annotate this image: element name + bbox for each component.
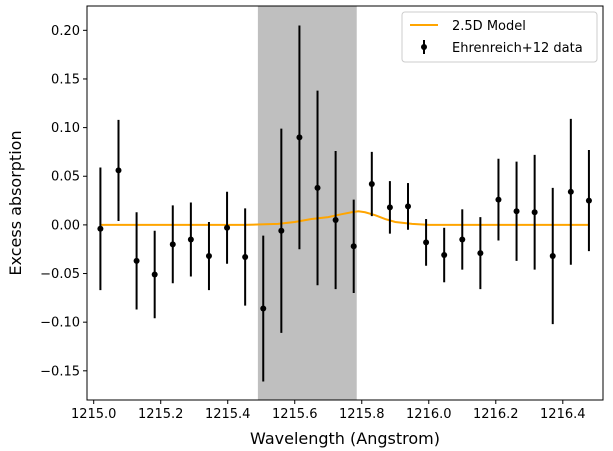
y-tick-label: 0.00 xyxy=(51,218,80,233)
data-point xyxy=(187,236,194,243)
data-point xyxy=(260,305,267,312)
data-point xyxy=(133,257,140,264)
plot-area-frame xyxy=(86,5,604,401)
x-tick-label: 1216.4 xyxy=(540,407,586,422)
data-point xyxy=(368,181,375,188)
data-point xyxy=(585,197,592,204)
data-series-layer xyxy=(97,25,592,382)
x-tick-label: 1216.2 xyxy=(473,407,519,422)
data-point xyxy=(205,253,212,260)
y-tick-label: 0.05 xyxy=(51,170,80,185)
data-point xyxy=(441,252,448,259)
shaded-region-layer xyxy=(257,6,357,400)
data-point xyxy=(224,224,231,231)
y-tick-label: 0.15 xyxy=(51,72,80,87)
model-line xyxy=(100,210,590,226)
x-tick-label: 1215.8 xyxy=(339,407,385,422)
data-point xyxy=(404,203,411,210)
legend-entry-model: 2.5D Model xyxy=(452,19,526,34)
x-tick-label: 1215.4 xyxy=(205,407,251,422)
data-point xyxy=(495,196,502,203)
data-point xyxy=(242,253,249,260)
x-tick-label: 1215.6 xyxy=(272,407,318,422)
y-tick-label: 0.10 xyxy=(51,121,80,136)
data-point xyxy=(278,227,285,234)
y-axis-label: Excess absorption xyxy=(6,130,25,275)
data-point xyxy=(567,188,574,195)
x-axis-ticks: 1215.0 1215.2 1215.4 1215.6 1215.8 1216.0 1216… xyxy=(71,400,586,422)
data-point xyxy=(332,217,339,224)
data-point xyxy=(151,271,158,278)
data-point xyxy=(459,236,466,243)
data-point xyxy=(549,253,556,260)
data-point xyxy=(314,184,321,191)
x-tick-label: 1215.0 xyxy=(71,407,117,422)
y-tick-label: −0.05 xyxy=(40,267,80,282)
y-tick-label: −0.15 xyxy=(40,364,80,379)
legend-data-marker-sample xyxy=(421,44,427,50)
data-point xyxy=(531,209,538,216)
data-point xyxy=(423,239,430,246)
legend-box xyxy=(401,11,598,63)
data-point xyxy=(477,250,484,257)
x-tick-label: 1215.2 xyxy=(138,407,184,422)
legend-entry-data: Ehrenreich+12 data xyxy=(452,41,583,56)
data-point xyxy=(350,243,357,250)
data-point xyxy=(296,134,303,141)
model-series-layer xyxy=(100,210,590,226)
x-axis-label: Wavelength (Angstrom) xyxy=(250,429,440,448)
data-point xyxy=(97,225,104,232)
data-point xyxy=(513,208,520,215)
legend: 2.5D Model Ehrenreich+12 data xyxy=(401,11,598,63)
data-point xyxy=(386,204,393,211)
data-point xyxy=(115,167,122,174)
y-axis-ticks: −0.15 −0.10 −0.05 0.00 0.05 0.10 0.15 0.20 xyxy=(40,24,87,379)
shaded-region xyxy=(257,6,357,400)
data-point xyxy=(169,241,176,248)
x-tick-label: 1216.0 xyxy=(406,407,452,422)
y-tick-label: −0.10 xyxy=(40,316,80,331)
y-tick-label: 0.20 xyxy=(51,24,80,39)
